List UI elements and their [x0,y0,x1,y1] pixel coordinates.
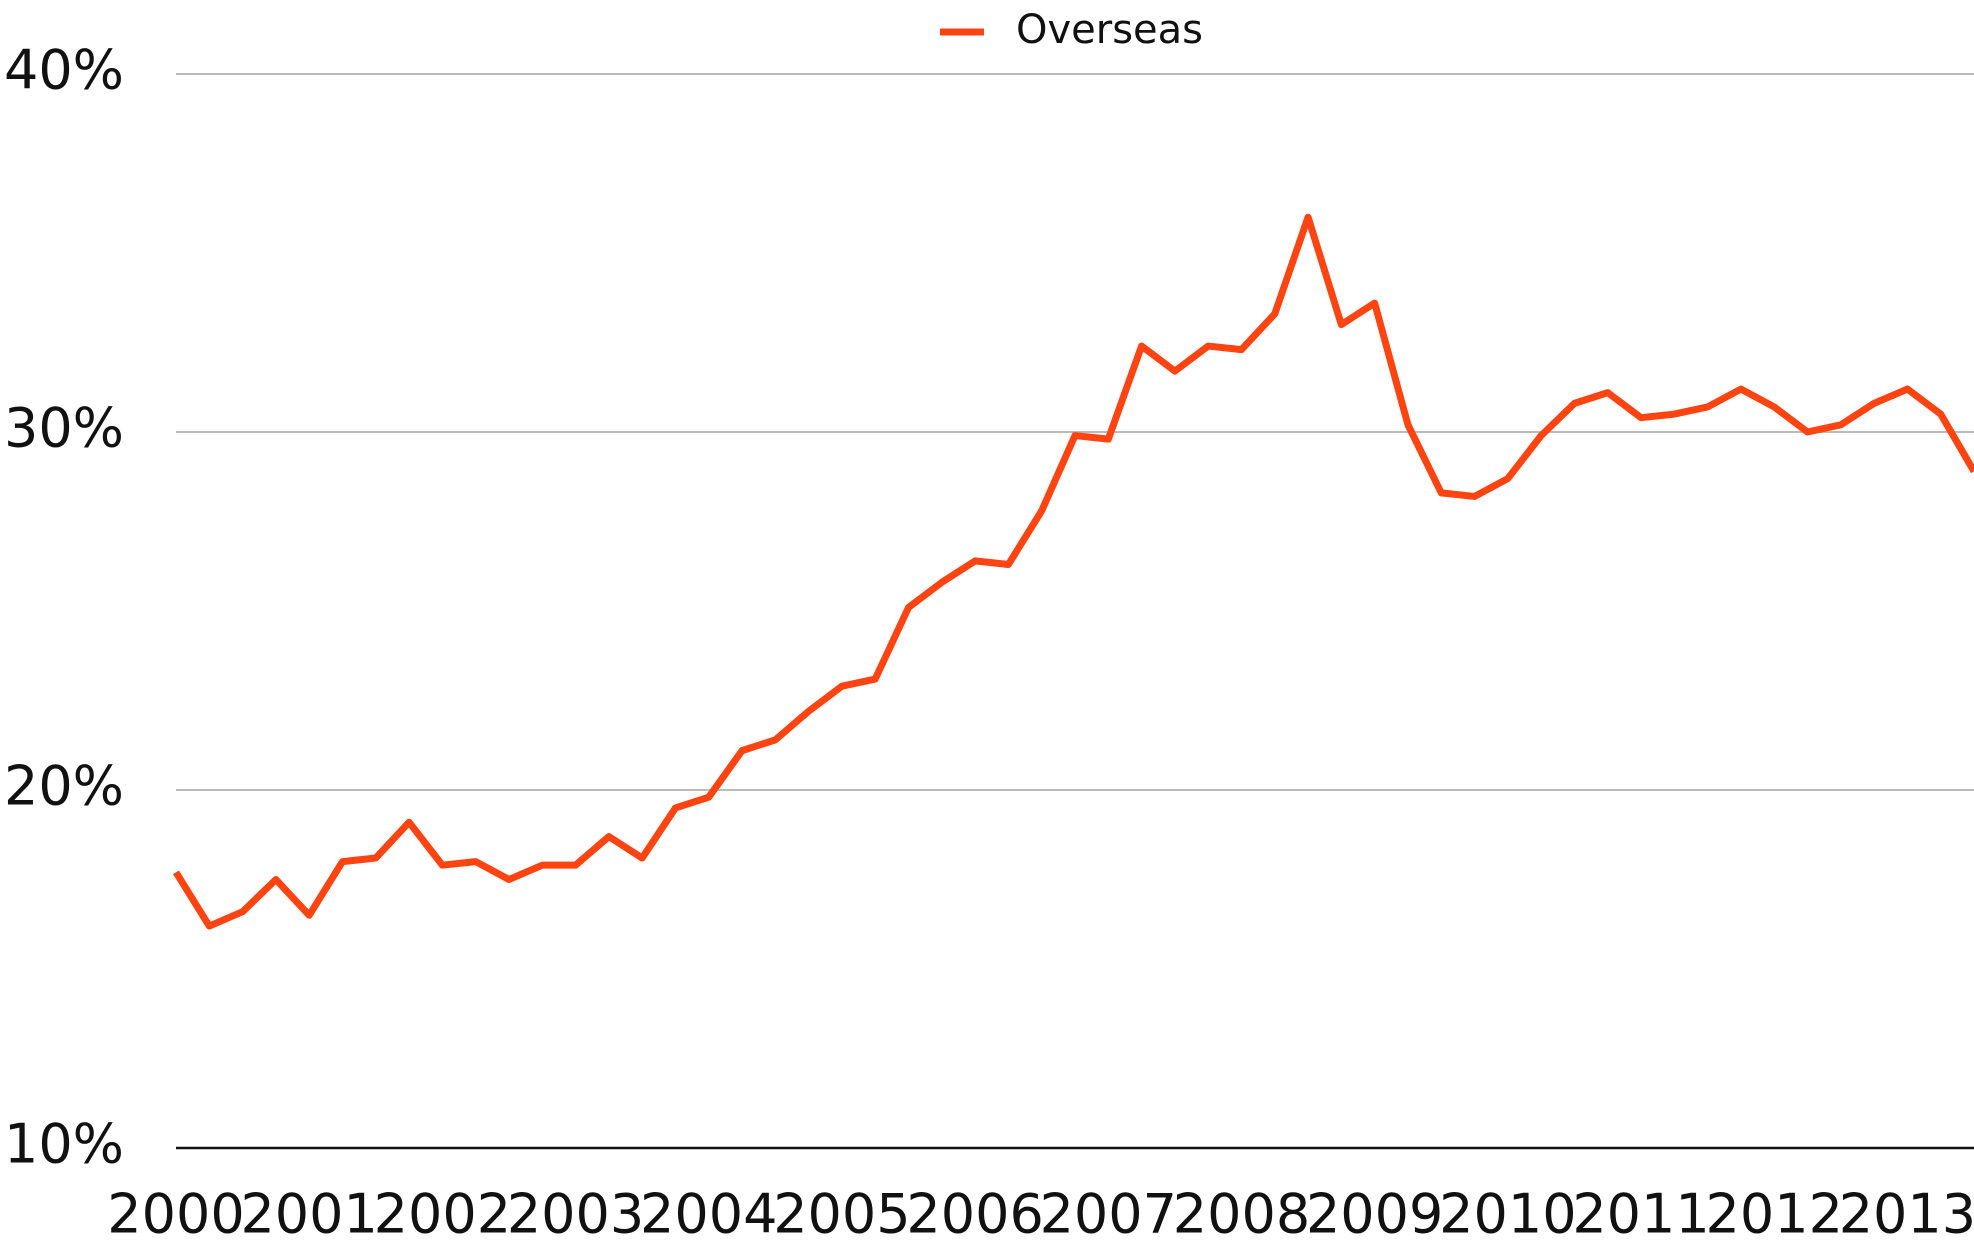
line-series [173,213,1974,930]
x-tick-label: 2006 [906,1183,1043,1244]
x-tick-label: 2010 [1439,1183,1576,1244]
x-tick-label: 2009 [1306,1183,1443,1244]
x-tick-label: 2003 [507,1183,644,1244]
x-tick-label: 2005 [773,1183,910,1244]
x-tick-label: 2004 [640,1183,777,1244]
x-tick-label: 2001 [240,1183,377,1244]
legend-label: Overseas [1016,7,1203,53]
y-tick-label: 40% [4,39,124,102]
y-tick-label: 20% [4,755,124,818]
y-tick-label: 30% [4,397,124,460]
x-tick-label: 2002 [374,1183,511,1244]
x-tick-label: 2007 [1040,1183,1177,1244]
x-tick-label: 2011 [1572,1183,1709,1244]
x-tick-label: 2013 [1839,1183,1974,1244]
x-tick-label: 2000 [107,1183,244,1244]
x-tick-label: 2008 [1173,1183,1310,1244]
y-tick-label: 10% [4,1113,124,1176]
x-tick-label: 2012 [1706,1183,1843,1244]
